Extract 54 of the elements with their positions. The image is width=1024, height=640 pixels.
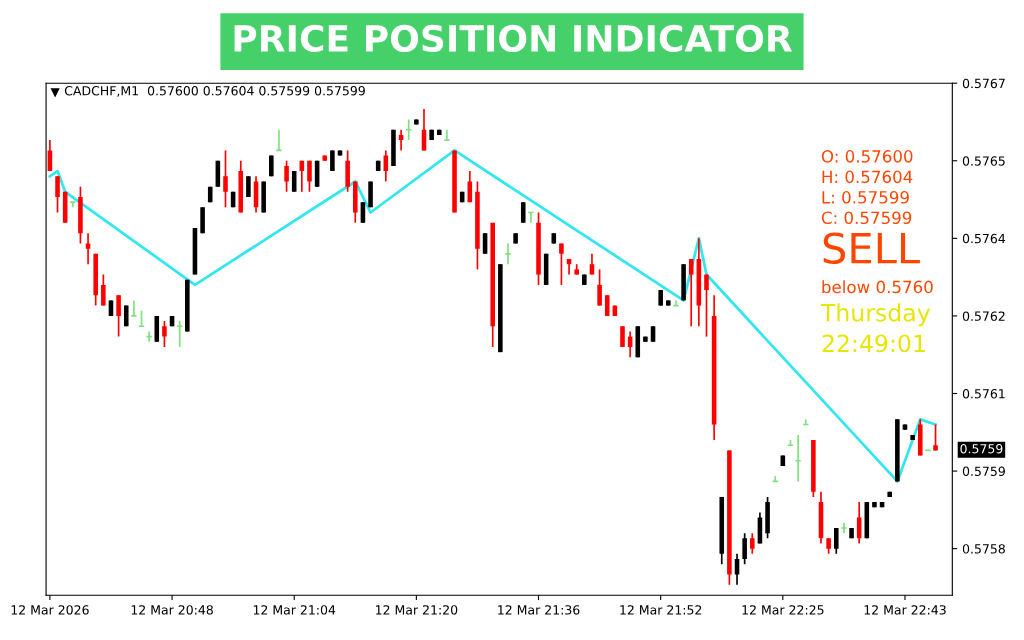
candlestick: [101, 273, 106, 307]
chart-title: PRICE POSITION INDICATOR: [234, 24, 793, 53]
candlestick: [504, 242, 512, 266]
x-tick-label: 12 Mar 2026: [11, 605, 89, 615]
x-tick-label: 12 Mar 20:48: [131, 605, 213, 615]
candlestick: [130, 299, 138, 317]
y-tick-label: 0.5762: [962, 311, 1005, 321]
candlestick: [176, 320, 184, 348]
y-tick-label: 0.5767: [962, 78, 1005, 89]
candlestick: [405, 118, 413, 141]
candlestick: [162, 320, 167, 348]
candlestick: [559, 242, 564, 286]
candlestick: [840, 521, 848, 534]
annotation: C: 0.57599: [821, 211, 912, 225]
y-tick-label: 0.5758: [962, 544, 1005, 554]
candlestick: [246, 175, 251, 198]
candlestick: [116, 294, 121, 338]
x-tick-label: 12 Mar 21:36: [498, 605, 580, 615]
annotation: below 0.5760: [822, 280, 933, 294]
y-tick-label: 0.5759: [962, 466, 1005, 477]
y-tick-label: 0.5765: [962, 156, 1005, 166]
candlestick: [307, 159, 312, 193]
candlestick: [688, 258, 694, 328]
candlestick: [933, 423, 938, 452]
candlestick: [620, 325, 625, 348]
x-tick-label: 12 Mar 21:04: [253, 605, 336, 615]
candlestick: [604, 294, 610, 317]
y-tick-label: 0.5764: [962, 233, 1006, 244]
candlestick: [443, 128, 451, 141]
candlestick: [833, 527, 839, 555]
annotation: Thursday: [820, 303, 930, 327]
y-tick-label: 0.5761: [962, 388, 1005, 399]
candlestick: [794, 434, 802, 483]
annotation: CADCHF,M1 0.57600 0.57604 0.57599 0.57599: [64, 85, 365, 97]
candlestick: [750, 532, 755, 555]
annotation: SELL: [823, 232, 920, 264]
candlestick: [734, 552, 740, 586]
line-series: [48, 149, 937, 483]
x-tick-label: 12 Mar 21:52: [620, 605, 702, 615]
annotation: 22:49:01: [822, 334, 925, 353]
x-tick-label: 12 Mar 21:20: [376, 605, 458, 615]
annotation: O: 0.57600: [821, 150, 913, 163]
x-tick-label: 12 Mar 22:43: [864, 605, 946, 615]
candlestick: [223, 149, 228, 209]
annotation: L: 0.57599: [822, 191, 909, 204]
candlestick: [742, 532, 747, 566]
candlestick: [704, 273, 709, 338]
candlestick: [520, 201, 526, 224]
candlestick: [55, 175, 60, 214]
x-tick-label: 12 Mar 22:25: [742, 605, 824, 615]
candlestick: [589, 253, 595, 276]
candlestick: [284, 159, 289, 193]
annotation: H: 0.57604: [822, 170, 913, 184]
candlestick: [597, 268, 602, 307]
